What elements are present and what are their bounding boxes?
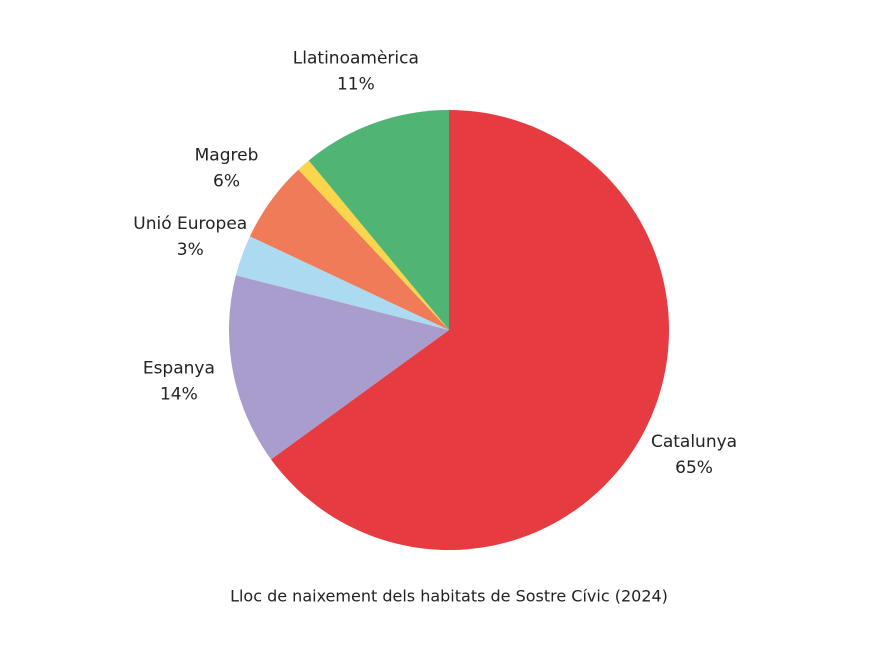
value-label: 11% [337,74,375,94]
slice-label: Unió Europea [133,214,247,234]
pie-slice [308,110,449,330]
pie-slice [298,160,449,330]
pie-slice [271,110,669,551]
pie-slice [249,169,449,330]
slice-label: Espanya [143,359,215,379]
pie-slice [229,275,449,460]
slice-label: Catalunya [651,432,737,452]
value-label: 6% [213,171,240,191]
chart-title: Lloc de naixement dels habitats de Sostr… [230,587,668,606]
pie-slice [235,236,449,330]
value-label: 14% [160,385,198,405]
value-label: 65% [675,458,713,478]
slice-label: Llatinoamèrica [293,48,419,68]
slice-label: Magreb [195,145,259,165]
value-label: 3% [177,240,204,260]
